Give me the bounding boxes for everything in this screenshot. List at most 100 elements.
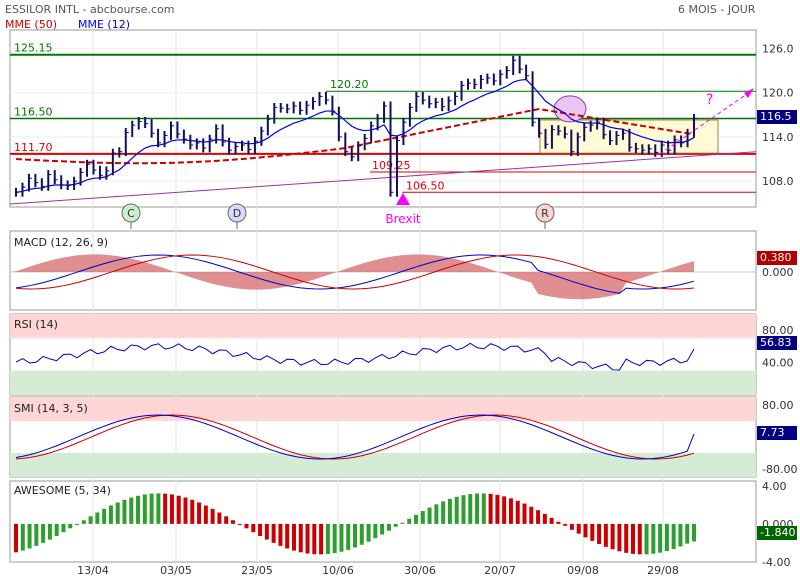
awesome-bar (271, 523, 276, 543)
event-marker (227, 203, 247, 223)
level-125-label: 125.15 (14, 42, 53, 55)
awesome-bar (630, 523, 635, 554)
level-106-label: 106.50 (406, 179, 445, 192)
awesome-bar (373, 523, 378, 539)
awesome-bar (407, 518, 412, 524)
awesome-bar (441, 501, 446, 524)
trend-line (9, 151, 757, 205)
event-marker (535, 203, 555, 223)
event-letter: R (541, 207, 549, 220)
awesome-bar (332, 523, 337, 554)
rsi-line (15, 342, 695, 371)
brexit-arrow (396, 193, 410, 205)
awesome-bar (386, 523, 391, 531)
awesome-bar (454, 496, 459, 524)
rsi-y-tick-label: 80.00 (762, 324, 794, 337)
awesome-bar (115, 502, 120, 524)
awesome-bar (47, 523, 52, 540)
awesome-bar (149, 493, 154, 524)
event-letter: C (127, 207, 135, 220)
awesome-bar (210, 508, 215, 524)
chart-header-title: ESSILOR INTL - abcbourse.com (5, 3, 175, 16)
awesome-y-tick-label: -4.00 (762, 556, 790, 569)
awesome-bar (108, 505, 113, 524)
awesome-bar (95, 512, 100, 524)
smi-panel-title: SMI (14, 3, 5) (14, 402, 88, 415)
awesome-bar (583, 523, 588, 538)
awesome-bar (678, 523, 683, 547)
awesome-bar (88, 516, 93, 524)
awesome-bar (298, 523, 303, 553)
awesome-bar (434, 504, 439, 524)
panel-frame-4 (9, 480, 757, 563)
awesome-bar (54, 523, 59, 536)
awesome-bar (27, 523, 32, 549)
awesome-bar (529, 506, 534, 524)
awesome-bar (346, 523, 351, 550)
awesome-bar (41, 523, 46, 543)
awesome-bar (468, 494, 473, 524)
awesome-bar (81, 520, 86, 524)
awesome-bar (637, 523, 642, 555)
awesome-bar (190, 499, 195, 524)
awesome-bar (414, 514, 419, 524)
x-tick-label: 23/05 (241, 564, 273, 577)
awesome-bar (651, 523, 656, 554)
awesome-bar (475, 493, 480, 524)
awesome-bar (285, 523, 290, 549)
level-116-label: 116.50 (14, 106, 53, 119)
awesome-bar (156, 493, 161, 524)
mme50-line (15, 108, 695, 165)
awesome-bar (142, 494, 147, 524)
awesome-bar (563, 523, 568, 526)
awesome-bar (102, 508, 107, 524)
x-tick-label: 10/06 (322, 564, 354, 577)
smi-y-tick-label: -80.00 (762, 463, 797, 476)
legend-mme50: MME (50) (5, 18, 58, 31)
price-last-value-tag: 116.5 (757, 110, 797, 124)
price-y-tick-label: 120.0 (762, 87, 794, 100)
awesome-bar (217, 512, 222, 524)
awesome-bar (169, 494, 174, 524)
macd-signal-line (15, 254, 695, 290)
awesome-bar (359, 523, 364, 545)
awesome-bar (427, 507, 432, 524)
event-letter: D (233, 207, 241, 220)
awesome-bar (197, 502, 202, 524)
awesome-bar (617, 523, 622, 552)
awesome-bar (556, 521, 561, 524)
legend-mme12: MME (12) (78, 18, 131, 31)
awesome-bar (183, 497, 188, 524)
awesome-bar (251, 523, 256, 533)
level-120-label: 120.20 (330, 78, 369, 91)
awesome-bar (61, 523, 66, 533)
mme12-line (15, 78, 695, 193)
panel-frame-1 (9, 230, 757, 311)
awesome-bar (264, 523, 269, 540)
event-marker (121, 203, 141, 223)
awesome-bar (68, 523, 73, 529)
awesome-bar (481, 493, 486, 524)
smi-line (15, 414, 695, 460)
awesome-y-tick-label: 4.00 (762, 480, 787, 493)
awesome-bar (569, 523, 574, 530)
awesome-bar (685, 523, 690, 544)
awesome-bar (325, 523, 330, 555)
awesome-bar (502, 496, 507, 524)
awesome-bar (658, 523, 663, 553)
awesome-bar (291, 523, 296, 551)
awesome-bar (393, 523, 398, 527)
awesome-bar (305, 523, 310, 554)
awesome-bar (590, 523, 595, 541)
x-tick-label: 29/08 (647, 564, 679, 577)
price-y-tick-label: 114.0 (762, 131, 794, 144)
awesome-bar (610, 523, 615, 550)
awesome-bar (536, 510, 541, 524)
awesome-bar (420, 511, 425, 524)
awesome-last-value-tag: -1.840 (757, 526, 797, 540)
awesome-bar (508, 498, 513, 524)
awesome-bar (339, 523, 344, 552)
macd-line (15, 254, 695, 294)
rsi-oversold-zone (10, 370, 756, 395)
projection-question: ? (706, 92, 713, 108)
